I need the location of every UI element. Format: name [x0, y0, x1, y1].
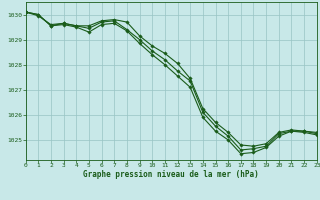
X-axis label: Graphe pression niveau de la mer (hPa): Graphe pression niveau de la mer (hPa)	[83, 170, 259, 179]
